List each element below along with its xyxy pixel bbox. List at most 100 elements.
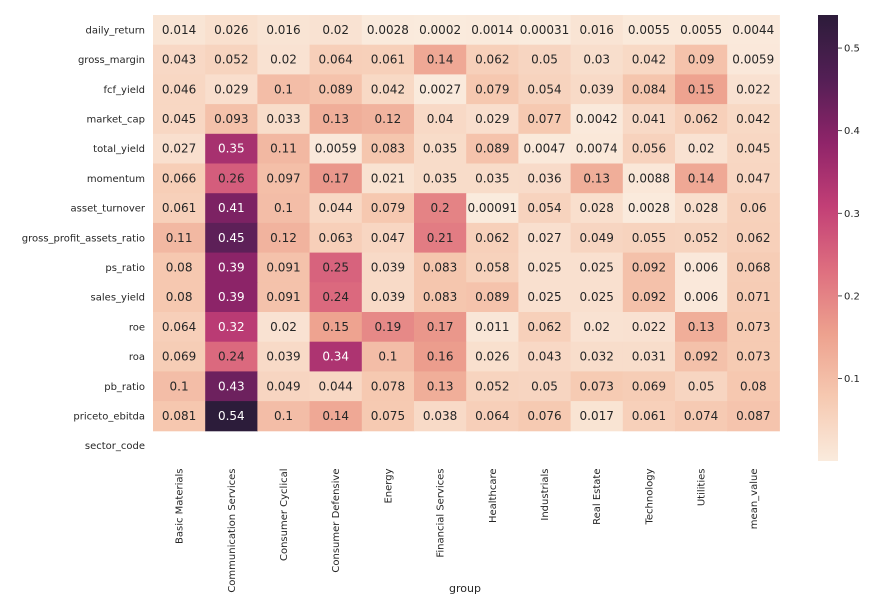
cell-value-label: 0.022 — [632, 320, 666, 334]
heatmap-cell — [257, 401, 311, 432]
heatmap-cell — [727, 104, 780, 135]
heatmap-cell — [257, 282, 311, 313]
cell-value-label: 0.083 — [371, 142, 405, 156]
heatmap-cells — [153, 15, 780, 432]
heatmap-cell — [205, 312, 258, 343]
cell-value-label: 0.046 — [162, 82, 196, 96]
y-tick-label: pb_ratio — [104, 382, 145, 393]
cell-value-label: 0.17 — [427, 320, 454, 334]
cell-value-label: 0.038 — [423, 409, 457, 423]
cell-value-label: 0.1 — [274, 82, 293, 96]
cell-value-label: 0.035 — [423, 142, 457, 156]
heatmap-cell — [153, 222, 206, 254]
heatmap-cell — [309, 133, 363, 164]
heatmap-cell — [466, 312, 519, 343]
cell-value-label: 0.076 — [527, 409, 561, 423]
cell-value-label: 0.052 — [684, 231, 718, 245]
heatmap-cell — [675, 341, 728, 372]
cell-value-label: 0.039 — [371, 260, 405, 274]
heatmap-cell — [570, 312, 624, 343]
colorbar-tick-label: 0.3 — [844, 209, 860, 220]
heatmap-cell — [570, 252, 624, 283]
cell-value-label: 0.069 — [632, 379, 666, 393]
cell-value-label: 0.047 — [736, 171, 770, 185]
heatmap-cell — [361, 401, 415, 432]
y-tick-label: fcf_yield — [103, 85, 145, 96]
cell-value-label: 0.089 — [475, 290, 509, 304]
cell-value-label: 0.21 — [427, 231, 454, 245]
heatmap-cell — [309, 44, 363, 75]
x-tick-label: Real Estate — [592, 469, 603, 525]
heatmap-cell — [414, 133, 467, 164]
cell-value-label: 0.0044 — [732, 23, 774, 37]
cell-value-label: 0.049 — [266, 379, 300, 393]
cell-value-label: 0.016 — [266, 23, 300, 37]
heatmap-cell — [570, 282, 624, 313]
heatmap-cell — [622, 133, 676, 164]
x-axis-label: group — [449, 582, 481, 595]
heatmap-cell — [309, 15, 363, 46]
cell-value-label: 0.09 — [688, 53, 715, 67]
heatmap-cell — [727, 222, 780, 254]
cell-value-label: 0.2 — [431, 201, 450, 215]
cell-value-label: 0.064 — [162, 320, 196, 334]
heatmap-cell — [727, 252, 780, 283]
heatmap-cell — [257, 312, 311, 343]
cell-value-label: 0.045 — [736, 142, 770, 156]
heatmap-cell — [414, 312, 467, 343]
heatmap-cell — [518, 341, 572, 372]
cell-value-label: 0.091 — [266, 290, 300, 304]
cell-value-label: 0.064 — [319, 53, 353, 67]
cell-value-label: 0.044 — [319, 379, 353, 393]
heatmap-cell — [153, 133, 206, 164]
cell-value-label: 0.061 — [162, 201, 196, 215]
heatmap-cell — [414, 104, 467, 135]
cell-value-label: 0.069 — [162, 350, 196, 364]
cell-value-label: 0.036 — [527, 171, 561, 185]
cell-value-label: 0.0055 — [628, 23, 670, 37]
heatmap-cell — [622, 74, 676, 105]
cell-value-label: 0.092 — [632, 290, 666, 304]
cell-value-label: 0.1 — [378, 350, 397, 364]
heatmap-cell — [675, 193, 728, 224]
cell-value-label: 0.15 — [688, 82, 715, 96]
cell-value-label: 0.041 — [632, 112, 666, 126]
heatmap-cell — [361, 163, 415, 194]
cell-value-label: 0.068 — [736, 260, 770, 274]
cell-value-label: 0.035 — [423, 171, 457, 185]
heatmap-cell — [622, 163, 676, 194]
cell-value-label: 0.19 — [375, 320, 402, 334]
heatmap-cell — [466, 15, 519, 46]
cell-value-label: 0.02 — [270, 320, 297, 334]
cell-value-label: 0.12 — [375, 112, 402, 126]
heatmap-cell — [361, 282, 415, 313]
cell-value-label: 0.093 — [214, 112, 248, 126]
cell-value-label: 0.073 — [580, 379, 614, 393]
heatmap-cell — [570, 133, 624, 164]
heatmap-cell — [309, 252, 363, 283]
colorbar-tick-label: 0.2 — [844, 291, 860, 302]
cell-value-label: 0.061 — [371, 53, 405, 67]
cell-value-label: 0.11 — [166, 231, 193, 245]
cell-value-label: 0.025 — [580, 260, 614, 274]
cell-value-label: 0.05 — [688, 379, 715, 393]
cell-value-label: 0.13 — [688, 320, 715, 334]
cell-value-label: 0.017 — [580, 409, 614, 423]
heatmap-cell — [570, 401, 624, 432]
cell-value-label: 0.047 — [371, 231, 405, 245]
heatmap-cell — [414, 193, 467, 224]
cell-value-label: 0.058 — [475, 260, 509, 274]
heatmap-cell — [205, 15, 258, 46]
cell-value-label: 0.006 — [684, 290, 718, 304]
colorbar-tick-label: 0.1 — [844, 374, 860, 385]
cell-value-label: 0.17 — [322, 171, 349, 185]
heatmap-cell — [153, 282, 206, 313]
cell-value-label: 0.13 — [322, 112, 349, 126]
cell-value-label: 0.02 — [688, 142, 715, 156]
colorbar — [818, 15, 838, 461]
heatmap-cell — [153, 312, 206, 343]
heatmap-cell — [622, 371, 676, 402]
cell-value-label: 0.039 — [266, 350, 300, 364]
cell-value-label: 0.022 — [736, 82, 770, 96]
heatmap-cell — [205, 252, 258, 283]
